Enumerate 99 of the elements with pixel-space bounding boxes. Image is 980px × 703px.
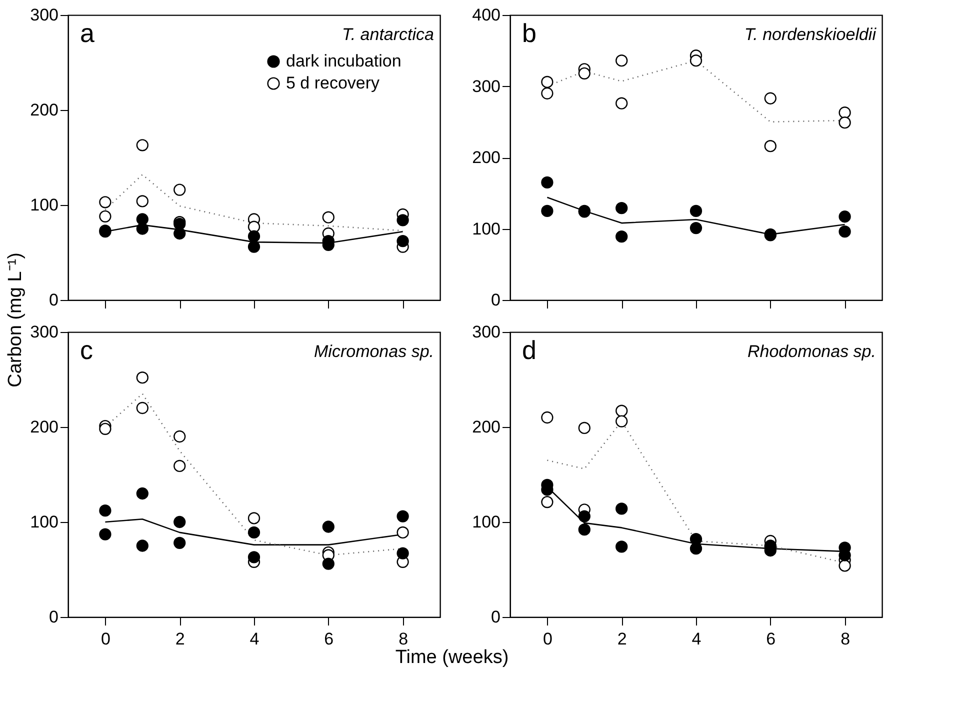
x-tick-label: 4 bbox=[692, 630, 702, 648]
point bbox=[616, 97, 628, 110]
annotation: b bbox=[522, 18, 536, 48]
point bbox=[616, 230, 628, 243]
x-tick-label: 8 bbox=[398, 630, 408, 648]
point bbox=[99, 528, 112, 540]
y-tick-label: 300 bbox=[30, 322, 58, 342]
point bbox=[690, 204, 702, 218]
point bbox=[174, 184, 186, 196]
point bbox=[174, 536, 186, 549]
point bbox=[578, 510, 590, 522]
y-tick-label: 200 bbox=[472, 418, 500, 436]
point bbox=[99, 504, 112, 517]
point bbox=[541, 204, 554, 218]
y-tick-label: 300 bbox=[472, 322, 500, 342]
point bbox=[396, 235, 409, 248]
x-tick-label: 6 bbox=[766, 630, 776, 648]
point bbox=[248, 240, 260, 253]
y-tick-label: 200 bbox=[472, 148, 500, 167]
y-tick-label: 100 bbox=[472, 219, 500, 238]
y-tick-label: 0 bbox=[491, 290, 500, 310]
annotation: Rhodomonas sp. bbox=[747, 342, 876, 361]
annotation: T. nordenskioeldii bbox=[744, 25, 878, 44]
point bbox=[174, 430, 186, 443]
point bbox=[248, 526, 260, 539]
point bbox=[136, 139, 148, 152]
point bbox=[578, 67, 590, 80]
point bbox=[690, 222, 702, 234]
point bbox=[616, 404, 628, 417]
point bbox=[396, 214, 409, 226]
point bbox=[136, 222, 148, 235]
point bbox=[578, 422, 590, 434]
point bbox=[616, 502, 628, 515]
point bbox=[838, 116, 851, 129]
point bbox=[322, 558, 334, 570]
y-tick-label: 100 bbox=[472, 512, 500, 532]
x-tick-label: 0 bbox=[542, 630, 552, 648]
point bbox=[764, 140, 776, 152]
y-tick-label: 200 bbox=[30, 418, 58, 436]
legend-label: 5 d recovery bbox=[286, 74, 380, 92]
point bbox=[136, 195, 148, 208]
point bbox=[616, 415, 628, 428]
point bbox=[136, 487, 148, 500]
x-tick-label: 2 bbox=[175, 630, 185, 648]
point bbox=[616, 540, 628, 553]
point bbox=[396, 510, 409, 522]
y-tick-label: 300 bbox=[30, 6, 58, 24]
y-tick-label: 100 bbox=[30, 512, 58, 532]
annotation: d bbox=[522, 335, 536, 365]
point bbox=[322, 211, 334, 224]
point bbox=[838, 560, 851, 572]
point bbox=[174, 227, 186, 240]
x-tick-label: 4 bbox=[250, 630, 260, 648]
y-tick-label: 0 bbox=[491, 608, 500, 626]
annotation: c bbox=[80, 335, 93, 365]
point bbox=[174, 516, 186, 528]
y-tick-label: 200 bbox=[30, 100, 58, 120]
annotation: Micromonas sp. bbox=[314, 342, 434, 361]
point bbox=[690, 542, 702, 555]
y-tick-label: 0 bbox=[49, 290, 58, 310]
legend-label: dark incubation bbox=[286, 52, 402, 70]
annotation: T. antarctica bbox=[342, 25, 434, 44]
x-tick-label: 6 bbox=[324, 630, 334, 648]
point bbox=[838, 226, 851, 238]
point bbox=[541, 87, 554, 100]
point bbox=[541, 176, 554, 189]
point bbox=[99, 210, 112, 222]
point bbox=[396, 547, 409, 560]
x-tick-label: 8 bbox=[840, 630, 850, 648]
point bbox=[541, 76, 554, 88]
point bbox=[838, 210, 851, 223]
point bbox=[248, 512, 260, 524]
point bbox=[541, 496, 554, 508]
point bbox=[248, 551, 260, 564]
point bbox=[174, 460, 186, 472]
y-tick-label: 0 bbox=[49, 608, 58, 626]
y-axis-title: Carbon (mg L⁻¹) bbox=[5, 252, 26, 388]
y-tick-label: 100 bbox=[30, 196, 58, 214]
x-tick-label: 2 bbox=[617, 630, 627, 648]
point bbox=[322, 520, 334, 533]
y-tick-label: 300 bbox=[472, 76, 500, 96]
point bbox=[541, 411, 554, 424]
point bbox=[616, 54, 628, 67]
point bbox=[136, 402, 148, 414]
point bbox=[136, 372, 148, 384]
point bbox=[396, 526, 409, 539]
point bbox=[764, 92, 776, 104]
point bbox=[99, 196, 112, 208]
x-tick-label: 0 bbox=[100, 630, 110, 648]
point bbox=[248, 230, 260, 242]
y-tick-label: 400 bbox=[472, 6, 500, 24]
x-axis-title: Time (weeks) bbox=[395, 647, 509, 668]
point bbox=[690, 54, 702, 67]
point bbox=[838, 106, 851, 119]
point bbox=[136, 540, 148, 552]
point bbox=[616, 202, 628, 214]
point bbox=[99, 422, 112, 435]
point bbox=[578, 524, 590, 536]
annotation: a bbox=[80, 18, 95, 48]
